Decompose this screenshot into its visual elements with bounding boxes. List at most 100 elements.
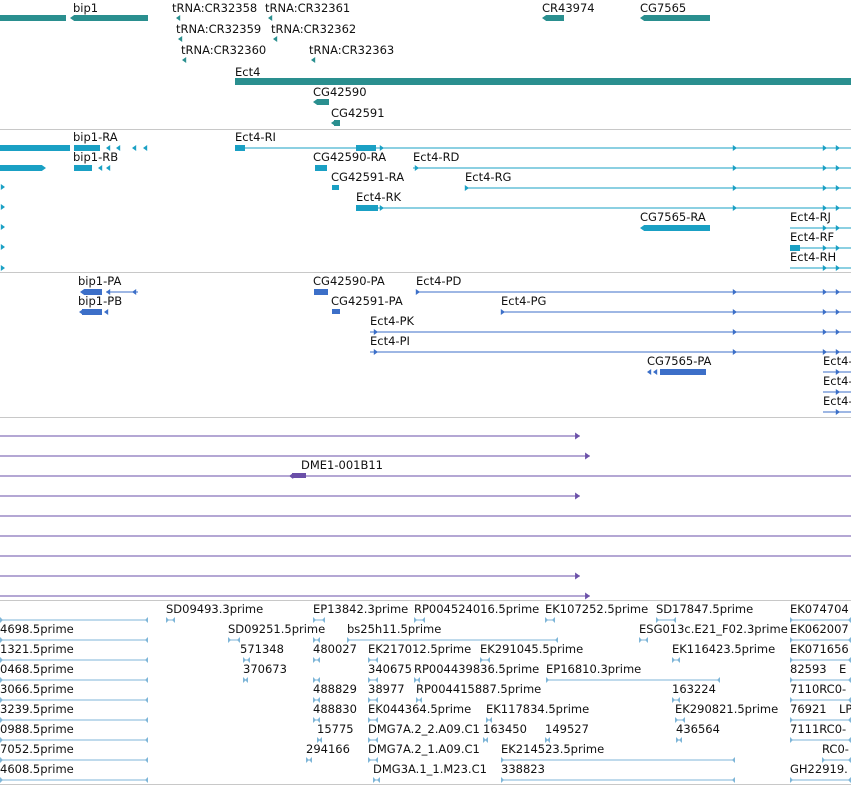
transcript-label-Ect4-RJ[interactable]: Ect4-RJ — [790, 210, 831, 224]
est-label[interactable]: EP16810.3prime — [546, 662, 642, 676]
transcript-glyph[interactable] — [132, 145, 137, 151]
est-end[interactable] — [306, 757, 309, 763]
protein-glyph[interactable] — [732, 309, 737, 315]
est-label[interactable]: EK107252.5prime — [545, 602, 649, 616]
gene-glyph[interactable] — [268, 15, 273, 21]
est-end[interactable] — [790, 617, 793, 623]
est-end[interactable] — [732, 777, 735, 783]
est-end[interactable] — [313, 697, 316, 703]
gene-glyph[interactable] — [176, 15, 181, 21]
est-label[interactable]: LP — [839, 702, 851, 716]
gene-glyph[interactable] — [74, 15, 148, 21]
est-end[interactable] — [145, 617, 148, 623]
est-end[interactable] — [228, 637, 231, 643]
est-end[interactable] — [317, 717, 320, 723]
gene-glyph[interactable] — [331, 120, 336, 126]
gene-glyph[interactable] — [334, 120, 340, 126]
est-label[interactable]: RC0- — [822, 742, 849, 756]
est-end[interactable] — [822, 757, 825, 763]
est-end[interactable] — [848, 777, 851, 783]
est-end[interactable] — [790, 657, 793, 663]
est-end[interactable] — [245, 677, 248, 683]
transcript-glyph[interactable] — [0, 244, 5, 250]
est-end[interactable] — [555, 637, 558, 643]
est-end[interactable] — [0, 677, 3, 683]
protein-glyph[interactable] — [373, 349, 378, 355]
gene-glyph[interactable] — [273, 36, 278, 42]
est-end[interactable] — [486, 717, 489, 723]
est-end[interactable] — [0, 737, 3, 743]
est-end[interactable] — [848, 697, 851, 703]
est-end[interactable] — [0, 657, 3, 663]
protein-glyph[interactable] — [822, 309, 827, 315]
est-end[interactable] — [677, 657, 680, 663]
est-end[interactable] — [317, 637, 320, 643]
est-end[interactable] — [375, 757, 378, 763]
est-end[interactable] — [552, 617, 555, 623]
est-end[interactable] — [313, 657, 316, 663]
protein-label-Ect4-PD[interactable]: Ect4-PD — [416, 274, 462, 288]
est-label[interactable]: 370673 — [243, 662, 287, 676]
protein-glyph[interactable] — [84, 289, 102, 295]
gene-label-CG42591[interactable]: CG42591 — [331, 106, 385, 120]
est-end[interactable] — [145, 637, 148, 643]
est-end[interactable] — [145, 697, 148, 703]
protein-glyph[interactable] — [80, 289, 85, 295]
transcript-label-CG42590-RA[interactable]: CG42590-RA — [313, 150, 387, 164]
est-end[interactable] — [675, 717, 678, 723]
protein-glyph[interactable] — [835, 289, 840, 295]
protein-label-Ect4-partial[interactable]: Ect4- — [823, 354, 851, 368]
transcript-glyph[interactable] — [0, 204, 5, 210]
est-label[interactable]: 0988.5prime — [0, 722, 74, 736]
protein-glyph[interactable] — [314, 289, 328, 295]
transcript-glyph[interactable] — [0, 224, 5, 230]
transcript-glyph[interactable] — [143, 145, 148, 151]
est-end[interactable] — [848, 737, 851, 743]
est-end[interactable] — [790, 697, 793, 703]
transcript-glyph[interactable] — [835, 185, 840, 191]
protein-glyph[interactable] — [732, 329, 737, 335]
est-label[interactable]: 76921 — [790, 702, 827, 716]
est-end[interactable] — [313, 717, 316, 723]
protein-glyph[interactable] — [373, 329, 378, 335]
est-label[interactable]: 4608.5prime — [0, 762, 74, 776]
est-end[interactable] — [368, 657, 371, 663]
transcript-glyph[interactable] — [822, 225, 827, 231]
est-label[interactable]: EK074704 — [790, 602, 849, 616]
gene-label-Ect4[interactable]: Ect4 — [235, 65, 261, 79]
protein-glyph[interactable] — [647, 369, 652, 375]
protein-label-CG42591-PA[interactable]: CG42591-PA — [331, 294, 403, 308]
est-label[interactable]: 338823 — [501, 762, 545, 776]
gene-glyph[interactable] — [182, 57, 187, 63]
protein-glyph[interactable] — [82, 309, 102, 315]
protein-glyph[interactable] — [822, 349, 827, 355]
est-end[interactable] — [848, 677, 851, 683]
gene-glyph[interactable] — [640, 15, 645, 21]
gene-label-CR43974[interactable]: CR43974 — [542, 1, 595, 15]
est-end[interactable] — [0, 637, 3, 643]
est-label[interactable]: 488829 — [313, 682, 357, 696]
est-label[interactable]: 0468.5prime — [0, 662, 74, 676]
transcript-label-Ect4-RH[interactable]: Ect4-RH — [790, 250, 837, 264]
est-end[interactable] — [546, 677, 549, 683]
transcript-glyph[interactable] — [414, 165, 419, 171]
est-end[interactable] — [166, 617, 169, 623]
protein-label-bip1-PB[interactable]: bip1-PB — [78, 294, 123, 308]
est-end[interactable] — [848, 617, 851, 623]
protein-glyph[interactable] — [104, 309, 109, 315]
protein-glyph[interactable] — [660, 369, 706, 375]
protein-label-CG42590-PA[interactable]: CG42590-PA — [313, 274, 385, 288]
est-label[interactable]: RP004415887.5prime — [416, 682, 542, 696]
transcript-glyph[interactable] — [332, 185, 339, 190]
est-end[interactable] — [790, 637, 793, 643]
est-label[interactable]: 7110RC0- — [790, 682, 847, 696]
transcript-glyph[interactable] — [116, 145, 121, 151]
est-end[interactable] — [368, 677, 371, 683]
est-end[interactable] — [545, 737, 548, 743]
protein-label-Ect4-PK[interactable]: Ect4-PK — [370, 314, 415, 328]
est-end[interactable] — [848, 757, 851, 763]
est-end[interactable] — [145, 657, 148, 663]
est-label[interactable]: DMG7A.2_2.A09.C1 — [368, 722, 480, 736]
protein-glyph[interactable] — [332, 309, 340, 314]
gene-glyph[interactable] — [644, 15, 710, 21]
